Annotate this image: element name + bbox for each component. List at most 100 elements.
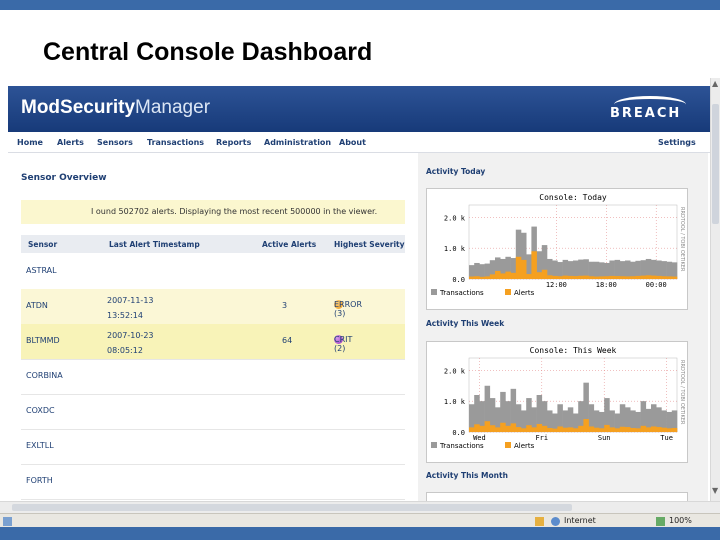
transactions-bar bbox=[593, 410, 600, 432]
alerts-bar bbox=[500, 422, 506, 432]
slide-title: Central Console Dashboard bbox=[43, 38, 373, 66]
alerts-bar bbox=[578, 275, 584, 279]
transactions-bar bbox=[552, 260, 558, 279]
sensor-name[interactable]: BLTMMD bbox=[26, 336, 60, 345]
table-row[interactable]: FORTH bbox=[21, 464, 405, 500]
horizontal-scroll-thumb[interactable] bbox=[12, 504, 572, 511]
horizontal-scrollbar[interactable] bbox=[0, 501, 720, 514]
alerts-count-note: I ound 502702 alerts. Displaying the mos… bbox=[21, 200, 405, 224]
transactions-bar bbox=[661, 261, 667, 279]
table-row[interactable]: COXDC bbox=[21, 394, 405, 430]
scroll-down-icon[interactable]: ▼ bbox=[712, 486, 719, 495]
transactions-bar bbox=[505, 256, 511, 279]
active-alerts-count[interactable]: 64 bbox=[282, 336, 293, 345]
nav-reports[interactable]: Reports bbox=[216, 138, 252, 147]
browser-viewport: ModSecurityManager BREACH Home Alerts Se… bbox=[0, 78, 720, 527]
transactions-bar bbox=[500, 258, 506, 279]
transactions-bar bbox=[630, 410, 636, 432]
transactions-bar bbox=[635, 411, 641, 432]
main-nav: Home Alerts Sensors Transactions Reports… bbox=[8, 132, 710, 153]
alerts-bar bbox=[640, 425, 647, 432]
legend-transactions-label: Transactions bbox=[439, 289, 484, 297]
table-row[interactable]: ATDN 2007-11-13 13:52:14 3 ERROR (3) bbox=[21, 289, 405, 325]
nav-about[interactable]: About bbox=[339, 138, 366, 147]
app-logo[interactable]: ModSecurityManager bbox=[21, 97, 210, 119]
table-row[interactable]: BLTMMD 2007-10-23 08:05:12 64 CRIT (2) bbox=[21, 324, 405, 360]
activity-month-title: Activity This Month bbox=[426, 471, 508, 480]
nav-settings[interactable]: Settings bbox=[658, 138, 696, 147]
alerts-bar bbox=[547, 275, 553, 279]
activity-today-chart[interactable]: Console: Today 2.0 k 1.0 k 0.0 12:00 18:00 00:… bbox=[426, 188, 688, 310]
last-alert-timestamp: 2007-10-23 08:05:12 bbox=[107, 328, 187, 358]
timestamp-date: 2007-11-13 bbox=[107, 296, 154, 305]
activity-week-chart[interactable]: Console: This Week 2.0 k 1.0 k 0.0 Wed Fri Sun… bbox=[426, 341, 688, 463]
nav-administration[interactable]: Administration bbox=[264, 138, 332, 147]
slide-bottom-band bbox=[0, 527, 720, 540]
y-tick-label: 2.0 k bbox=[444, 214, 466, 222]
alerts-bar bbox=[515, 427, 522, 432]
nav-alerts[interactable]: Alerts bbox=[57, 138, 84, 147]
week-chart-svg: Console: This Week 2.0 k 1.0 k 0.0 Wed Fri Sun… bbox=[431, 346, 685, 450]
alerts-bar bbox=[645, 275, 652, 279]
vertical-scrollbar[interactable]: ▲ ▼ bbox=[710, 78, 720, 504]
alerts-bar bbox=[573, 276, 579, 279]
today-chart-svg: Console: Today 2.0 k 1.0 k 0.0 12:00 18:00 00:… bbox=[431, 193, 685, 297]
zoom-level[interactable]: 100% bbox=[669, 516, 692, 525]
col-sensor[interactable]: Sensor bbox=[28, 240, 58, 249]
transactions-bar bbox=[531, 407, 537, 432]
scroll-up-icon[interactable]: ▲ bbox=[712, 79, 719, 88]
activity-panel: Activity Today Console: Today 2.0 k 1.0 k 0… bbox=[418, 153, 708, 527]
transactions-bar bbox=[484, 385, 491, 432]
col-highest-severity[interactable]: Highest Severity bbox=[334, 240, 405, 249]
severity-label: CRIT (2) bbox=[334, 335, 353, 353]
alerts-bar bbox=[557, 276, 563, 279]
sensor-name[interactable]: CORBINA bbox=[26, 371, 63, 380]
alerts-bar bbox=[630, 276, 636, 279]
table-row[interactable]: ASTRAL bbox=[21, 254, 405, 290]
nav-home[interactable]: Home bbox=[17, 138, 43, 147]
alerts-bar bbox=[619, 426, 626, 432]
legend-alerts-label: Alerts bbox=[514, 289, 535, 297]
transactions-bar bbox=[645, 258, 652, 279]
sensor-name[interactable]: FORTH bbox=[26, 476, 53, 485]
alerts-bar bbox=[614, 276, 621, 279]
alerts-bar bbox=[495, 427, 501, 432]
transactions-bar bbox=[489, 260, 496, 279]
table-row[interactable]: EXLTLL bbox=[21, 429, 405, 465]
alerts-bar bbox=[489, 274, 496, 279]
nav-sensors[interactable]: Sensors bbox=[97, 138, 133, 147]
chart-title: Console: Today bbox=[539, 193, 607, 202]
sensor-name[interactable]: EXLTLL bbox=[26, 441, 54, 450]
transactions-bar bbox=[614, 259, 621, 279]
transactions-bar bbox=[604, 262, 610, 279]
transactions-bar bbox=[625, 260, 631, 279]
activity-today-title: Activity Today bbox=[426, 167, 486, 176]
alerts-bar bbox=[557, 426, 563, 432]
y-tick-label: 1.0 k bbox=[444, 398, 466, 406]
alerts-bar bbox=[531, 251, 537, 279]
transactions-bar bbox=[656, 407, 662, 432]
app-header: ModSecurityManager BREACH bbox=[8, 86, 710, 132]
transactions-bar bbox=[599, 262, 605, 279]
x-tick-label: 00:00 bbox=[646, 281, 667, 289]
transactions-bar bbox=[573, 413, 579, 432]
col-last-alert[interactable]: Last Alert Timestamp bbox=[109, 240, 200, 249]
nav-transactions[interactable]: Transactions bbox=[147, 138, 205, 147]
transactions-bar bbox=[489, 398, 496, 432]
col-active-alerts[interactable]: Active Alerts bbox=[262, 240, 317, 249]
sensor-name[interactable]: ASTRAL bbox=[26, 266, 57, 275]
rrdtool-credit: RRDTOOL / TOBI OETIKER bbox=[679, 360, 685, 425]
transactions-bar bbox=[619, 404, 626, 432]
vertical-scroll-thumb[interactable] bbox=[712, 104, 719, 224]
legend-transactions-label: Transactions bbox=[439, 442, 484, 450]
table-row[interactable]: CORBINA bbox=[21, 359, 405, 395]
sensor-overview-title: Sensor Overview bbox=[21, 173, 107, 183]
alerts-bar bbox=[573, 428, 579, 432]
zoom-icon[interactable] bbox=[656, 517, 665, 526]
sensor-name[interactable]: ATDN bbox=[26, 301, 48, 310]
alerts-bar bbox=[562, 275, 569, 279]
sensor-name[interactable]: COXDC bbox=[26, 406, 55, 415]
active-alerts-count[interactable]: 3 bbox=[282, 301, 288, 310]
transactions-bar bbox=[474, 395, 480, 432]
alerts-bar bbox=[531, 427, 537, 432]
